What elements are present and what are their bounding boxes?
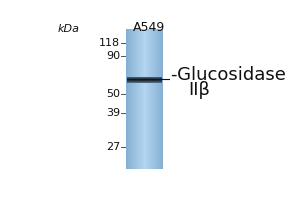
Bar xyxy=(127,82,162,83)
Bar xyxy=(127,79,162,80)
Bar xyxy=(128,29,129,169)
Bar xyxy=(147,29,148,169)
Bar xyxy=(152,29,153,169)
Bar xyxy=(154,29,155,169)
Bar xyxy=(127,29,128,169)
Text: 50: 50 xyxy=(106,89,120,99)
Bar xyxy=(139,29,140,169)
Text: kDa: kDa xyxy=(57,24,79,34)
Bar xyxy=(142,29,143,169)
Bar xyxy=(146,29,147,169)
Bar xyxy=(153,29,154,169)
Text: A549: A549 xyxy=(133,21,165,34)
Bar xyxy=(139,29,140,169)
Bar xyxy=(150,29,151,169)
Bar xyxy=(127,78,162,79)
Bar xyxy=(141,29,142,169)
Bar xyxy=(157,29,158,169)
Bar xyxy=(148,29,149,169)
Bar xyxy=(158,29,159,169)
Bar xyxy=(132,29,133,169)
Bar xyxy=(133,29,134,169)
Bar xyxy=(162,29,163,169)
Bar xyxy=(130,29,131,169)
Bar xyxy=(144,29,145,169)
Bar xyxy=(134,29,135,169)
Text: 118: 118 xyxy=(99,38,120,48)
Bar xyxy=(142,29,143,169)
Bar xyxy=(126,29,127,169)
Bar xyxy=(159,29,160,169)
Bar xyxy=(160,29,161,169)
Bar xyxy=(132,29,133,169)
Bar xyxy=(127,81,162,82)
Bar xyxy=(151,29,152,169)
Bar xyxy=(136,29,137,169)
Bar xyxy=(155,29,156,169)
Bar xyxy=(126,29,127,169)
Bar xyxy=(138,29,139,169)
Text: -Glucosidase: -Glucosidase xyxy=(170,66,286,84)
Bar xyxy=(148,29,149,169)
Bar xyxy=(127,78,162,79)
Bar xyxy=(140,29,141,169)
Text: 39: 39 xyxy=(106,108,120,118)
Bar xyxy=(127,77,162,78)
Bar xyxy=(153,29,154,169)
Bar xyxy=(130,29,131,169)
Bar xyxy=(131,29,132,169)
Bar xyxy=(149,29,150,169)
Bar xyxy=(152,29,153,169)
Bar xyxy=(127,79,162,80)
Bar xyxy=(135,29,136,169)
Bar xyxy=(161,29,162,169)
Bar xyxy=(143,29,144,169)
Bar xyxy=(137,29,138,169)
Bar xyxy=(138,29,139,169)
Bar xyxy=(156,29,157,169)
Bar xyxy=(145,29,146,169)
Bar xyxy=(129,29,130,169)
Text: IIβ: IIβ xyxy=(189,81,211,99)
Bar xyxy=(127,80,162,81)
Bar xyxy=(127,81,162,82)
Bar xyxy=(133,29,134,169)
Text: 27: 27 xyxy=(106,142,120,152)
Bar xyxy=(137,29,138,169)
Bar xyxy=(131,29,132,169)
Text: 90: 90 xyxy=(106,51,120,61)
Bar xyxy=(127,78,162,79)
Bar xyxy=(147,29,148,169)
Bar xyxy=(136,29,137,169)
Bar xyxy=(127,80,162,81)
Bar xyxy=(158,29,159,169)
Bar xyxy=(159,29,160,169)
Bar xyxy=(143,29,144,169)
Bar xyxy=(127,77,162,78)
